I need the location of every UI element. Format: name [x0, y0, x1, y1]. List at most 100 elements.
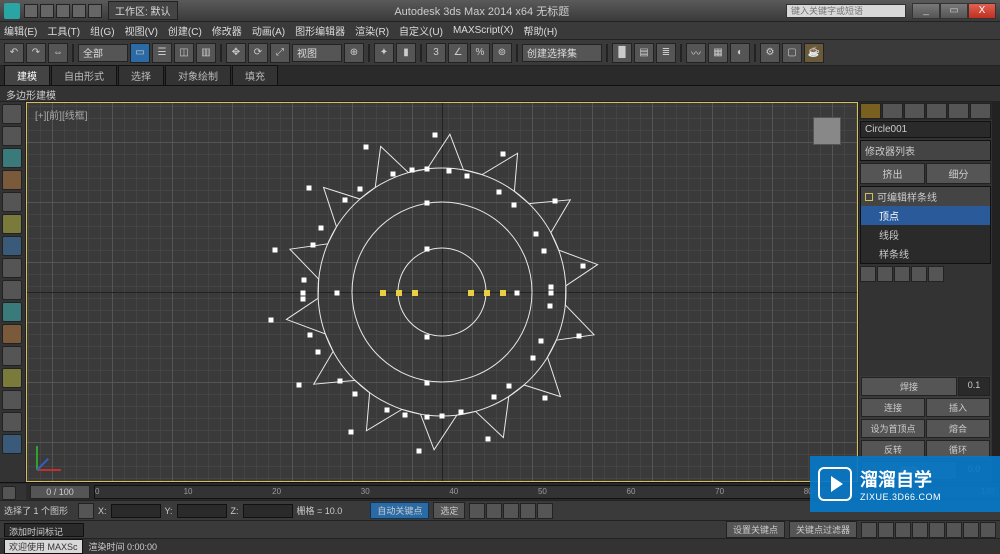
tab-freeform[interactable]: 自由形式 [51, 65, 117, 85]
playback-controls[interactable] [469, 503, 553, 519]
panel-scrollbar[interactable] [992, 102, 1000, 482]
vertex-handle[interactable] [269, 318, 274, 323]
connect-button[interactable]: 连接 [861, 398, 925, 417]
menu-customize[interactable]: 自定义(U) [399, 23, 443, 38]
vertex-selected[interactable] [468, 290, 474, 296]
weld-button[interactable]: 焊接 [861, 377, 957, 396]
window-minimize[interactable]: _ [912, 3, 940, 19]
menu-help[interactable]: 帮助(H) [524, 23, 558, 38]
tab-display-icon[interactable] [948, 103, 969, 119]
subdivide-button[interactable]: 细分 [926, 163, 991, 184]
stack-item-vertex[interactable]: 顶点 [861, 206, 990, 225]
vertex-handle[interactable] [549, 291, 554, 296]
link-icon[interactable]: ⇔ [48, 43, 68, 63]
refcoord-dropdown[interactable]: 视图 [292, 44, 342, 62]
vertex-handle[interactable] [541, 249, 546, 254]
center-icon[interactable]: ⊕ [344, 43, 364, 63]
vertex-handle[interactable] [511, 202, 516, 207]
lb-icon[interactable] [2, 412, 22, 432]
angle-snap-icon[interactable]: ∠ [448, 43, 468, 63]
weld-value[interactable]: 0.1 [958, 377, 990, 396]
viewport[interactable]: [+][前][线框] [26, 102, 858, 482]
selection-filter-dropdown[interactable]: 全部 [78, 44, 128, 62]
selection-set-dropdown[interactable]: 创建选择集 [522, 44, 602, 62]
vertex-handle[interactable] [358, 186, 363, 191]
render-icon[interactable]: ☕ [804, 43, 824, 63]
vertex-handle[interactable] [417, 448, 422, 453]
vertex-handle[interactable] [403, 413, 408, 418]
vertex-handle[interactable] [486, 436, 491, 441]
insert-button[interactable]: 插入 [926, 398, 990, 417]
vertex-handle[interactable] [349, 429, 354, 434]
percent-snap-icon[interactable]: % [470, 43, 490, 63]
vertex-handle[interactable] [319, 225, 324, 230]
vertex-handle[interactable] [425, 201, 430, 206]
tab-selection[interactable]: 选择 [118, 65, 164, 85]
vertex-handle[interactable] [342, 198, 347, 203]
tab-modeling[interactable]: 建模 [4, 65, 50, 85]
vertex-handle[interactable] [446, 168, 451, 173]
vertex-handle[interactable] [548, 303, 553, 308]
workspace-dropdown[interactable]: 工作区: 默认 [108, 1, 178, 20]
menu-tools[interactable]: 工具(T) [47, 23, 80, 38]
menu-edit[interactable]: 编辑(E) [4, 23, 37, 38]
undo-icon[interactable]: ↶ [4, 43, 24, 63]
coord-y[interactable] [177, 504, 227, 518]
vertex-handle[interactable] [352, 391, 357, 396]
help-search-input[interactable] [786, 4, 906, 18]
vertex-selected[interactable] [396, 290, 402, 296]
scale-icon[interactable]: ⤢ [270, 43, 290, 63]
modifier-list-dropdown[interactable]: 修改器列表 [860, 140, 991, 161]
extrude-button[interactable]: 挤出 [860, 163, 925, 184]
vertex-handle[interactable] [425, 247, 430, 252]
vertex-selected[interactable] [500, 290, 506, 296]
menu-modifiers[interactable]: 修改器 [212, 23, 242, 38]
vertex-handle[interactable] [439, 414, 444, 419]
vertex-handle[interactable] [491, 395, 496, 400]
move-icon[interactable]: ✥ [226, 43, 246, 63]
vertex-handle[interactable] [308, 332, 313, 337]
vertex-handle[interactable] [425, 335, 430, 340]
stack-header[interactable]: 可编辑样条线 [877, 189, 937, 204]
coord-x[interactable] [111, 504, 161, 518]
menu-view[interactable]: 视图(V) [125, 23, 158, 38]
lb-icon[interactable] [2, 258, 22, 278]
tab-create-icon[interactable] [860, 103, 881, 119]
time-slider[interactable]: 0 / 100 [30, 485, 90, 499]
vertex-handle[interactable] [497, 190, 502, 195]
tab-modify-icon[interactable] [882, 103, 903, 119]
vertex-handle[interactable] [543, 395, 548, 400]
vertex-handle[interactable] [310, 242, 315, 247]
select-name-icon[interactable]: ☰ [152, 43, 172, 63]
selected-button[interactable]: 选定 [433, 502, 465, 519]
tab-utilities-icon[interactable] [970, 103, 991, 119]
vertex-handle[interactable] [577, 333, 582, 338]
vertex-handle[interactable] [410, 167, 415, 172]
object-name-field[interactable]: Circle001 [860, 121, 991, 138]
lb-icon[interactable] [2, 302, 22, 322]
window-crossing-icon[interactable]: ▥ [196, 43, 216, 63]
setkey-button[interactable]: 设置关键点 [726, 521, 785, 538]
vertex-handle[interactable] [335, 291, 340, 296]
vertex-handle[interactable] [301, 297, 306, 302]
vertex-handle[interactable] [272, 248, 277, 253]
select-region-icon[interactable]: ◫ [174, 43, 194, 63]
fuse-button[interactable]: 熔合 [926, 419, 990, 438]
vertex-handle[interactable] [553, 198, 558, 203]
lb-icon[interactable] [2, 346, 22, 366]
menu-animation[interactable]: 动画(A) [252, 23, 285, 38]
lb-icon[interactable] [2, 126, 22, 146]
align-icon[interactable]: ▤ [634, 43, 654, 63]
lb-icon[interactable] [2, 104, 22, 124]
tab-hierarchy-icon[interactable] [904, 103, 925, 119]
window-close[interactable]: X [968, 3, 996, 19]
vertex-handle[interactable] [533, 231, 538, 236]
menu-group[interactable]: 组(G) [90, 23, 114, 38]
vertex-handle[interactable] [384, 408, 389, 413]
lb-icon[interactable] [2, 192, 22, 212]
modifier-stack[interactable]: 可编辑样条线 顶点 线段 样条线 [860, 186, 991, 264]
keyfilter-button[interactable]: 关键点过滤器 [789, 521, 857, 538]
stack-item-segment[interactable]: 线段 [861, 225, 990, 244]
vertex-handle[interactable] [500, 152, 505, 157]
snap-icon[interactable]: 3 [426, 43, 446, 63]
